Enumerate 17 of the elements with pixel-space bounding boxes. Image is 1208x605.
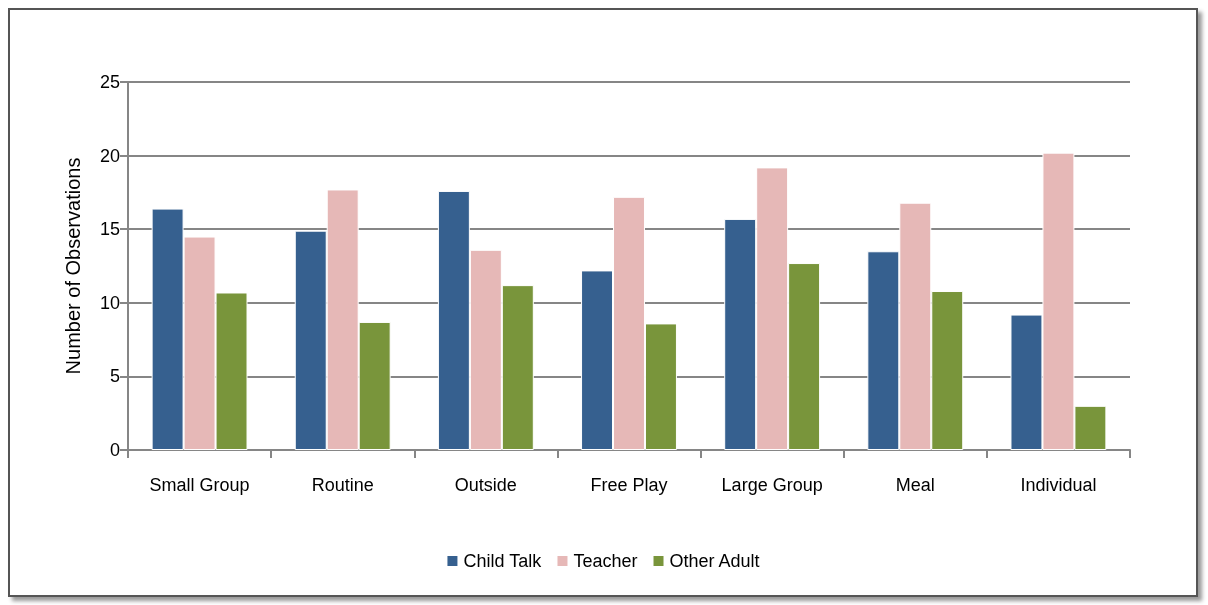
x-tick-label: Free Play — [590, 475, 668, 495]
x-tick-label: Small Group — [149, 475, 250, 495]
y-tick-label: 0 — [109, 440, 120, 460]
x-tick-label: Individual — [1020, 475, 1097, 495]
legend-label: Other Adult — [669, 551, 760, 571]
legend-label: Teacher — [573, 551, 638, 571]
y-tick-label: 5 — [109, 366, 120, 387]
x-tick-label: Routine — [311, 475, 374, 495]
y-tick-label: 10 — [99, 292, 120, 313]
y-tick-label: 20 — [99, 145, 120, 166]
x-tick-label: Outside — [454, 475, 517, 495]
legend-label: Child Talk — [463, 551, 543, 571]
y-tick-label: 15 — [99, 219, 120, 240]
y-tick-label: 25 — [99, 72, 120, 92]
x-tick-label: Meal — [895, 475, 935, 495]
y-axis-title: Number of Observations — [62, 157, 84, 375]
x-tick-label: Large Group — [721, 475, 823, 495]
